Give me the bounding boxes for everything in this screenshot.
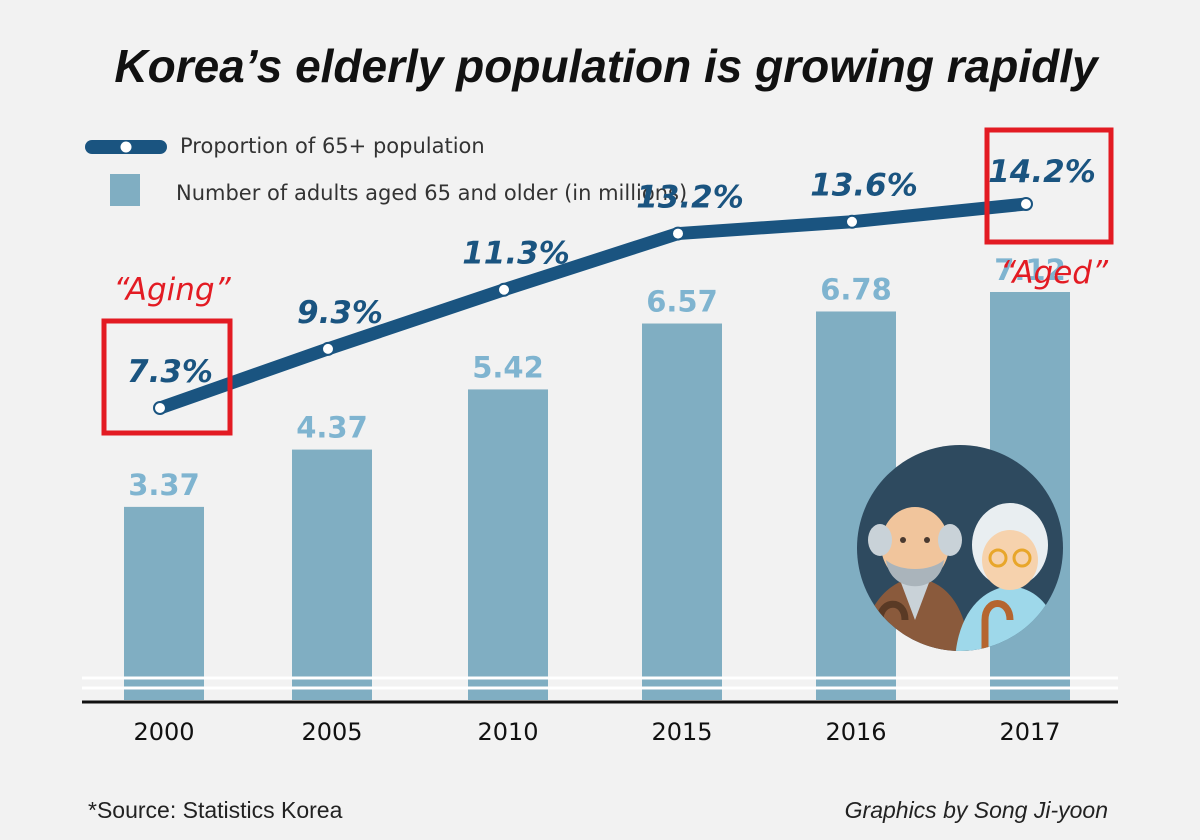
base-stripes bbox=[82, 676, 1118, 690]
bar-value-label-2010: 5.42 bbox=[472, 350, 544, 384]
bar-value-labels: 3.37 4.37 5.42 6.57 6.78 7.12 bbox=[128, 253, 1066, 502]
proportion-line bbox=[153, 197, 1033, 415]
highlight-box-2017 bbox=[984, 127, 1114, 245]
pct-label-2017: 14.2% bbox=[988, 154, 1096, 190]
x-tick-labels: 2000 2005 2010 2015 2016 2017 bbox=[133, 718, 1060, 746]
stage-label-aging: “Aging” bbox=[113, 272, 231, 308]
bar-value-label-2016: 6.78 bbox=[820, 272, 892, 306]
line-point-2016 bbox=[845, 214, 859, 229]
pct-label-2000: 7.3% bbox=[127, 354, 213, 390]
pct-label-2015: 13.2% bbox=[636, 180, 744, 216]
x-tick-2015: 2015 bbox=[651, 718, 712, 746]
bar-value-label-2017: 7.12 bbox=[994, 253, 1066, 287]
x-tick-2005: 2005 bbox=[301, 718, 362, 746]
stage-highlights: “Aging” “Aged” bbox=[101, 127, 1114, 436]
line-point-2015 bbox=[671, 226, 685, 241]
source-note: *Source: Statistics Korea bbox=[88, 797, 343, 823]
x-tick-2017: 2017 bbox=[999, 718, 1060, 746]
bar-2010 bbox=[468, 389, 548, 700]
legend-line-label: Proportion of 65+ population bbox=[180, 134, 485, 158]
x-tick-2016: 2016 bbox=[825, 718, 886, 746]
x-tick-2000: 2000 bbox=[133, 718, 194, 746]
chart-title: Korea’s elderly population is growing ra… bbox=[114, 40, 1100, 92]
line-point-2010 bbox=[497, 282, 511, 297]
graphics-credit: Graphics by Song Ji-yoon bbox=[845, 797, 1108, 823]
x-tick-2010: 2010 bbox=[477, 718, 538, 746]
pct-label-2005: 9.3% bbox=[297, 295, 383, 331]
bar-2000 bbox=[124, 506, 204, 700]
legend-bar-label: Number of adults aged 65 and older (in m… bbox=[176, 181, 687, 205]
highlight-box-2000 bbox=[101, 318, 233, 436]
bar-2005 bbox=[292, 449, 372, 700]
bar-2015 bbox=[642, 323, 722, 700]
pct-label-2010: 11.3% bbox=[462, 236, 570, 272]
stage-label-aged: “Aged” bbox=[1000, 255, 1109, 291]
legend-line-swatch bbox=[85, 140, 167, 154]
bar-value-label-2005: 4.37 bbox=[296, 411, 368, 445]
legend: Proportion of 65+ population Number of a… bbox=[85, 134, 687, 206]
pct-label-2016: 13.6% bbox=[810, 168, 918, 204]
proportion-points bbox=[153, 197, 1033, 415]
elderly-couple-icon bbox=[857, 445, 1063, 651]
bar-value-label-2015: 6.57 bbox=[646, 285, 718, 319]
line-point-2005 bbox=[321, 341, 335, 356]
legend-bar-swatch bbox=[110, 174, 140, 206]
line-point-2000 bbox=[153, 401, 167, 415]
line-point-2017 bbox=[1019, 197, 1033, 211]
proportion-labels: 7.3% 9.3% 11.3% 13.2% 13.6% 14.2% bbox=[127, 154, 1096, 390]
bar-value-label-2000: 3.37 bbox=[128, 468, 200, 502]
